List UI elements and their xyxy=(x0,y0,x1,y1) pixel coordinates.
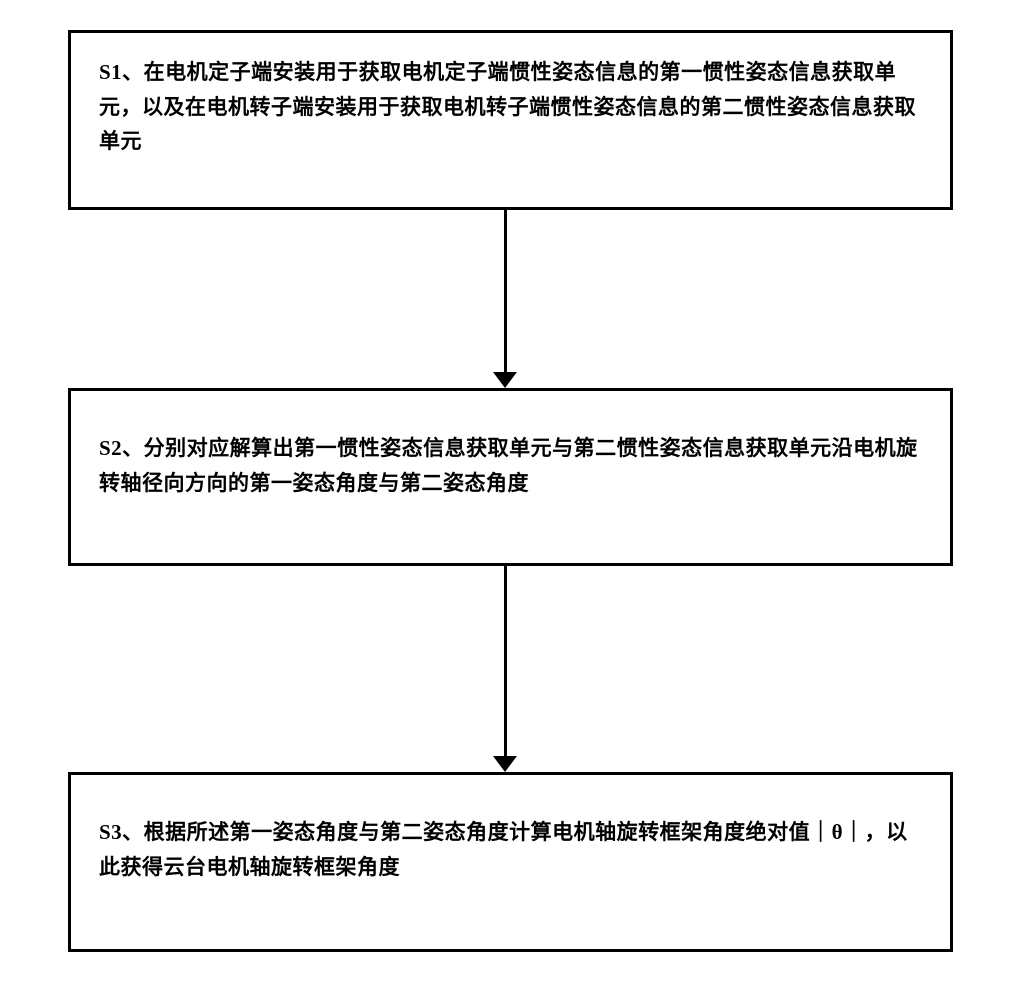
flowchart-node-s1: S1、在电机定子端安装用于获取电机定子端惯性姿态信息的第一惯性姿态信息获取单元，… xyxy=(68,30,953,210)
flowchart-node-s1-text: S1、在电机定子端安装用于获取电机定子端惯性姿态信息的第一惯性姿态信息获取单元，… xyxy=(99,55,922,159)
flowchart-container: S1、在电机定子端安装用于获取电机定子端惯性姿态信息的第一惯性姿态信息获取单元，… xyxy=(0,0,1014,993)
flowchart-arrow-1-line xyxy=(504,210,507,374)
flowchart-arrow-1-head xyxy=(493,372,517,388)
flowchart-arrow-2-line xyxy=(504,566,507,758)
flowchart-arrow-2-head xyxy=(493,756,517,772)
flowchart-node-s2-text: S2、分别对应解算出第一惯性姿态信息获取单元与第二惯性姿态信息获取单元沿电机旋转… xyxy=(99,431,922,500)
flowchart-node-s3-text: S3、根据所述第一姿态角度与第二姿态角度计算电机轴旋转框架角度绝对值｜θ｜，以此… xyxy=(99,815,922,884)
flowchart-node-s3: S3、根据所述第一姿态角度与第二姿态角度计算电机轴旋转框架角度绝对值｜θ｜，以此… xyxy=(68,772,953,952)
flowchart-node-s2: S2、分别对应解算出第一惯性姿态信息获取单元与第二惯性姿态信息获取单元沿电机旋转… xyxy=(68,388,953,566)
